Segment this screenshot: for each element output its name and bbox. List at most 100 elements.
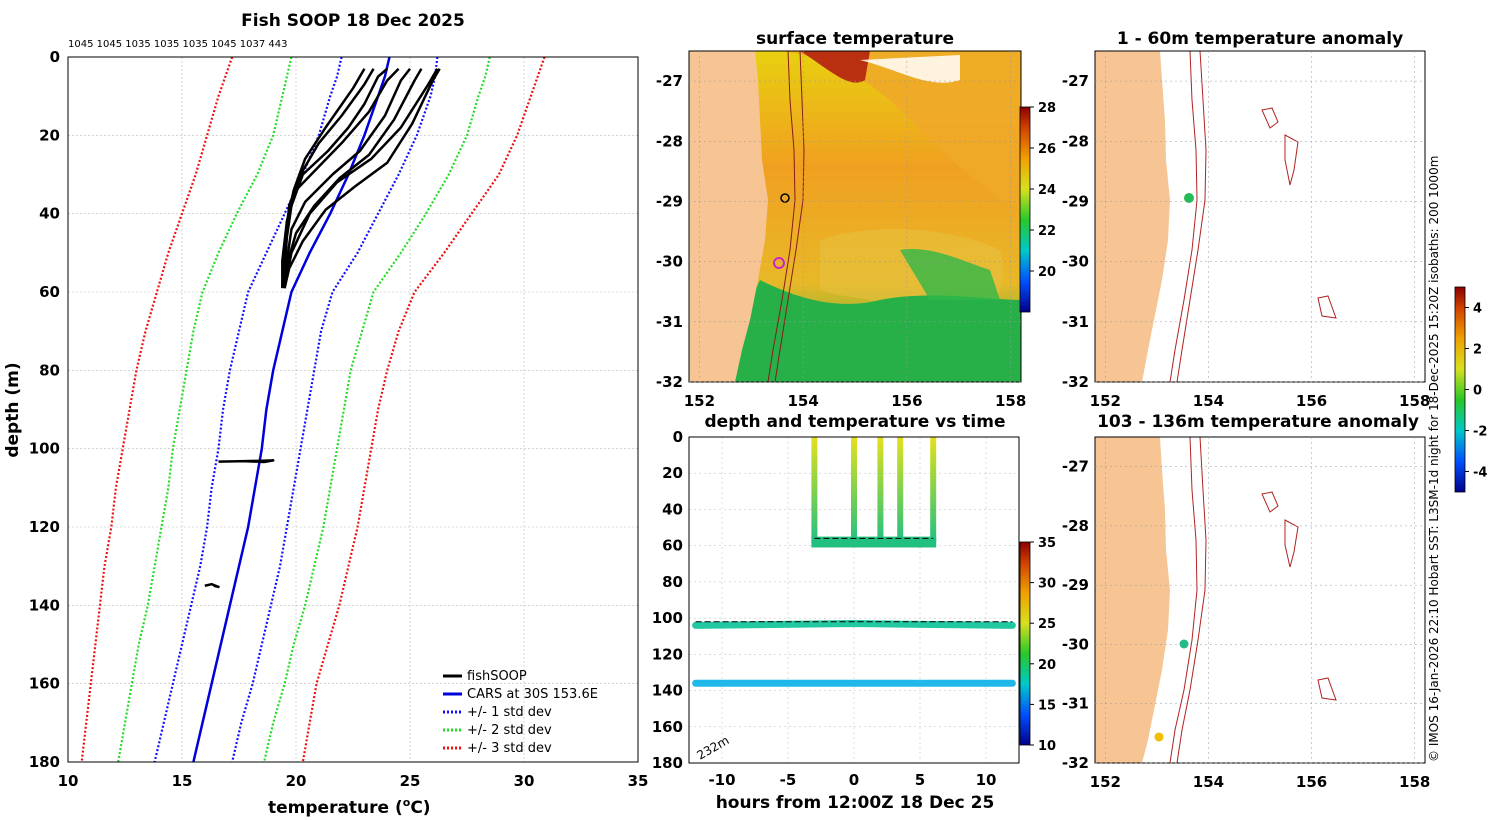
- time-ytick: 100: [652, 609, 683, 627]
- map-ytick: -29: [656, 192, 683, 210]
- profile-line--2-std-dev: [263, 56, 491, 763]
- map-ytick: -27: [656, 72, 683, 90]
- legend-std2: +/- 2 std dev: [467, 723, 552, 738]
- map-ytick: -27: [1062, 72, 1089, 90]
- colorbar-ticklabel: 22: [1038, 224, 1056, 239]
- map-ytick: -30: [1062, 253, 1089, 271]
- sst-isobath-200: [767, 50, 796, 383]
- anom-bottom-title: 103 - 136m temperature anomaly: [1097, 412, 1419, 432]
- profile-line-cars-at-30s-153-6e: [192, 56, 391, 763]
- profile-ytick: 100: [29, 440, 60, 458]
- fishsoop-profiles: [204, 67, 441, 589]
- profile-counts: 1045 1045 1035 1035 1035 1045 1037 443: [68, 39, 287, 50]
- colorbar-ticklabel: 35: [1038, 536, 1056, 551]
- map-xtick: 152: [1090, 392, 1121, 410]
- sst-mooring-marker: [773, 257, 785, 269]
- map-xtick: 152: [1090, 773, 1121, 791]
- profile-ytick: 0: [50, 48, 60, 66]
- anom-colorbar: [1455, 287, 1465, 492]
- map-ytick: -32: [1062, 754, 1089, 772]
- colorbar-ticklabel: -2: [1473, 425, 1487, 440]
- sst-hot-core: [800, 51, 870, 83]
- time-xlabel: hours from 12:00Z 18 Dec 25: [716, 793, 995, 813]
- colorbar-frame: [1454, 286, 1466, 493]
- fishsoop-profile: [283, 68, 441, 289]
- sst-land: [689, 51, 768, 382]
- sst-colorbar-ticks: 28 26 24 22 20: [1019, 101, 1056, 313]
- profile-xlabel: temperature (oC): [268, 796, 431, 818]
- profile-line--1-std-dev: [231, 56, 439, 763]
- map-ytick: -30: [656, 253, 683, 271]
- time-ytick: 180: [652, 754, 683, 772]
- colorbar-ticklabel: 10: [1038, 739, 1056, 754]
- time-chart-title: depth and temperature vs time: [705, 412, 1006, 432]
- legend-std1: +/- 1 std dev: [467, 705, 552, 720]
- fishsoop-profile: [283, 68, 439, 289]
- anom-top-title: 1 - 60m temperature anomaly: [1117, 29, 1403, 49]
- profile-xtick: 30: [514, 772, 535, 790]
- colorbar-ticklabel: 20: [1038, 658, 1056, 673]
- profile-ytick: 180: [29, 753, 60, 771]
- time-cast-bar: [811, 437, 818, 543]
- time-axes-box: [688, 436, 1020, 764]
- anom-top-seamount-2: [1284, 134, 1299, 186]
- time-ytick: 80: [662, 573, 683, 591]
- time-xtick: -5: [780, 771, 797, 789]
- time-xtick: -10: [708, 771, 735, 789]
- map-ytick: -29: [1062, 192, 1089, 210]
- time-ytick: 160: [652, 718, 683, 736]
- time-ytick: 20: [662, 464, 683, 482]
- colorbar-ticklabel: 4: [1473, 302, 1482, 317]
- profile-axes-box: [67, 56, 639, 763]
- sst-colorbar: [1020, 107, 1030, 312]
- anom-top-land: [1095, 51, 1170, 382]
- profile-xtick: 20: [286, 772, 307, 790]
- legend-cars: CARS at 30S 153.6E: [467, 687, 598, 702]
- colorbar-frame: [1019, 541, 1031, 746]
- anom-bottom-ticks: 152 154 156 158 -27 -28 -29 -30 -31 -32: [1062, 437, 1430, 791]
- legend-std3: +/- 3 std dev: [467, 741, 552, 756]
- anom-top-map: [1094, 50, 1426, 383]
- time-cast-bar: [930, 437, 937, 543]
- time-ytick: 40: [662, 500, 683, 518]
- time-ytick: 0: [673, 428, 683, 446]
- anom-top-seamount-1: [1261, 107, 1279, 129]
- colorbar-ticklabel: -4: [1473, 466, 1487, 481]
- anom-colorbar-ticks: 4 2 0 -2 -4: [1454, 286, 1487, 493]
- profile-ytick: 40: [39, 205, 60, 223]
- time-cast-bar: [877, 437, 884, 543]
- colorbar-ticklabel: 30: [1038, 577, 1056, 592]
- map-xtick: 158: [995, 392, 1026, 410]
- side-note: © IMOS 16-Jan-2026 22:10 Hobart SST: L3S…: [1427, 156, 1441, 762]
- time-xtick: 10: [976, 771, 997, 789]
- profile-xtick: 10: [58, 772, 79, 790]
- profile-ytick: 60: [39, 283, 60, 301]
- colorbar-ticklabel: 15: [1038, 698, 1056, 713]
- sst-location-marker: [780, 193, 790, 203]
- map-ytick: -28: [1062, 132, 1089, 150]
- map-xtick: 156: [1296, 392, 1327, 410]
- anom-bottom-seamount-1: [1261, 491, 1279, 513]
- anom-top-marker: [1184, 193, 1194, 203]
- map-ytick: -31: [656, 313, 683, 331]
- map-xtick: 158: [1399, 773, 1430, 791]
- map-xtick: 154: [787, 392, 818, 410]
- profile-ytick: 20: [39, 126, 60, 144]
- map-xtick: 152: [684, 392, 715, 410]
- colorbar-ticklabel: 20: [1038, 265, 1056, 280]
- time-ytick: 120: [652, 645, 683, 663]
- map-ytick: -30: [1062, 635, 1089, 653]
- colorbar-ticklabel: 25: [1038, 617, 1056, 632]
- time-ytick: 60: [662, 537, 683, 555]
- sst-cloud-mask: [860, 55, 960, 83]
- anom-bottom-isobath-1000: [1176, 436, 1207, 764]
- profile-line--2-std-dev: [117, 56, 293, 763]
- anom-top-seamount-3: [1317, 295, 1337, 319]
- time-cast-bar: [897, 437, 904, 543]
- time-cast-bar: [851, 437, 857, 543]
- time-xtick: 0: [849, 771, 859, 789]
- anom-top-isobath-200: [1169, 50, 1198, 383]
- time-cast-bottom: [811, 536, 937, 548]
- map-xtick: 158: [1399, 392, 1430, 410]
- map-ytick: -31: [1062, 313, 1089, 331]
